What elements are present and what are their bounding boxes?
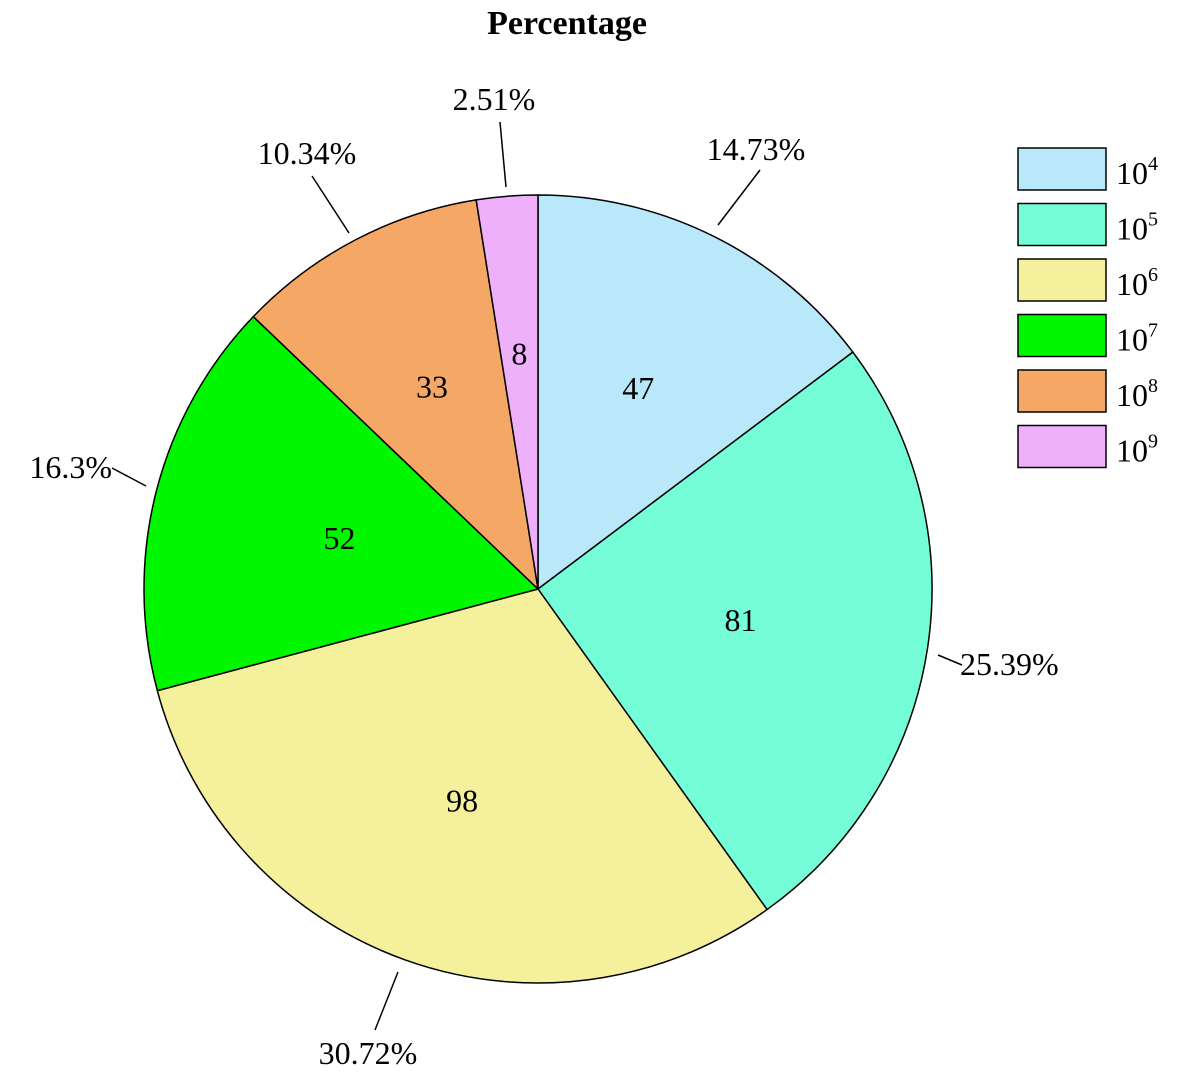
pie-slice-3 (156, 588, 769, 984)
pie-slice-2 (536, 351, 933, 911)
legend-swatch-6 (1017, 424, 1107, 469)
value-label-6: 8 (511, 335, 527, 371)
percent-label-5: 10.34% (258, 135, 357, 171)
leader-line-4 (111, 467, 147, 487)
value-labels: 47 81 98 52 33 8 (324, 335, 757, 818)
percent-label-6: 2.51% (453, 81, 536, 117)
leader-line-3 (374, 971, 399, 1031)
leader-line-1 (717, 169, 761, 226)
chart-title: Percentage (487, 5, 647, 42)
leader-lines (111, 121, 963, 1031)
value-label-3: 98 (446, 782, 478, 818)
legend-swatch-4 (1017, 313, 1107, 358)
legend-label-2: 105 (1116, 209, 1158, 247)
pie-slices (143, 194, 933, 984)
pie-slice-5 (252, 199, 540, 592)
value-label-1: 47 (622, 370, 654, 406)
value-label-5: 33 (416, 369, 448, 405)
value-label-2: 81 (724, 602, 756, 638)
legend-label-6: 109 (1116, 431, 1158, 469)
legend: 104 105 106 107 108 109 (1017, 147, 1158, 469)
percent-label-3: 30.72% (319, 1035, 418, 1071)
legend-label-5: 108 (1116, 375, 1158, 413)
percent-label-1: 14.73% (707, 131, 806, 167)
leader-line-6 (499, 121, 507, 188)
legend-swatch-2 (1017, 202, 1107, 247)
leader-line-5 (311, 175, 350, 234)
legend-label-1: 104 (1116, 153, 1158, 191)
value-label-4: 52 (324, 520, 356, 556)
legend-swatch-5 (1017, 369, 1107, 413)
percent-label-2: 25.39% (960, 646, 1059, 682)
percent-label-4: 16.3% (29, 449, 112, 485)
legend-label-3: 106 (1116, 264, 1158, 302)
legend-label-4: 107 (1116, 320, 1158, 358)
legend-swatch-3 (1017, 258, 1107, 302)
legend-swatch-1 (1017, 147, 1107, 191)
percent-labels: 14.73% 25.39% 30.72% 16.3% 10.34% 2.51% (29, 81, 1058, 1071)
pie-slice-6 (475, 194, 539, 590)
pie-slice-4 (143, 315, 540, 692)
leader-line-2 (937, 654, 963, 666)
pie-slice-1 (537, 194, 854, 591)
